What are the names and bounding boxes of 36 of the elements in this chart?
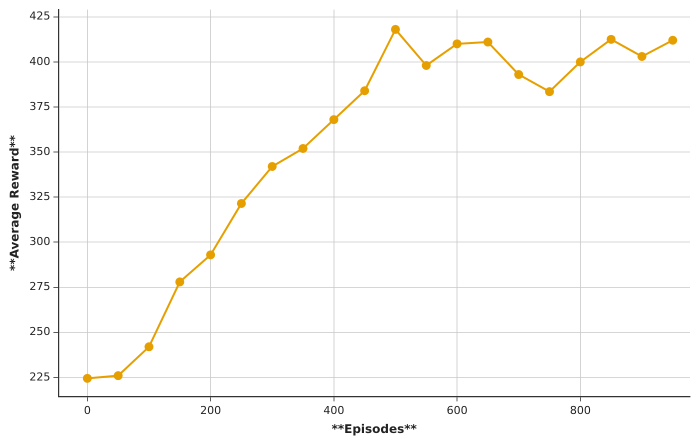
- point: [483, 38, 492, 47]
- point: [236, 198, 246, 208]
- point: [114, 371, 123, 380]
- point: [144, 342, 154, 352]
- point: [82, 374, 92, 383]
- x-tick-label: 400: [323, 404, 344, 417]
- y-tick-label: 275: [29, 280, 50, 294]
- x-tick-label: 0: [84, 404, 91, 417]
- y-tick-label: 375: [29, 100, 50, 113]
- point: [668, 36, 678, 45]
- point: [390, 24, 400, 34]
- point: [206, 250, 216, 260]
- point: [514, 70, 524, 80]
- point: [606, 34, 616, 44]
- y-tick-label: 350: [29, 144, 50, 158]
- x-tick-label: 600: [446, 404, 468, 417]
- y-tick-label: 400: [29, 54, 50, 68]
- point: [329, 115, 338, 124]
- y-tick-label: 300: [29, 235, 50, 248]
- x-tick-label: 800: [570, 404, 591, 417]
- point: [360, 86, 370, 96]
- point: [175, 277, 184, 286]
- point: [576, 57, 585, 66]
- y-tick-label: 225: [29, 370, 50, 384]
- y-tick-label: 425: [29, 10, 50, 23]
- y-tick-label: 325: [29, 190, 50, 203]
- point: [637, 52, 646, 61]
- point: [452, 39, 462, 48]
- point: [545, 87, 554, 96]
- y-axis-title: **Average Reward**: [7, 134, 22, 271]
- y-tick-label: 250: [29, 325, 50, 338]
- x-tick-label: 200: [200, 404, 222, 417]
- point: [268, 162, 277, 171]
- point: [422, 61, 431, 70]
- x-axis-title: **Episodes**: [332, 422, 418, 436]
- point: [298, 144, 308, 153]
